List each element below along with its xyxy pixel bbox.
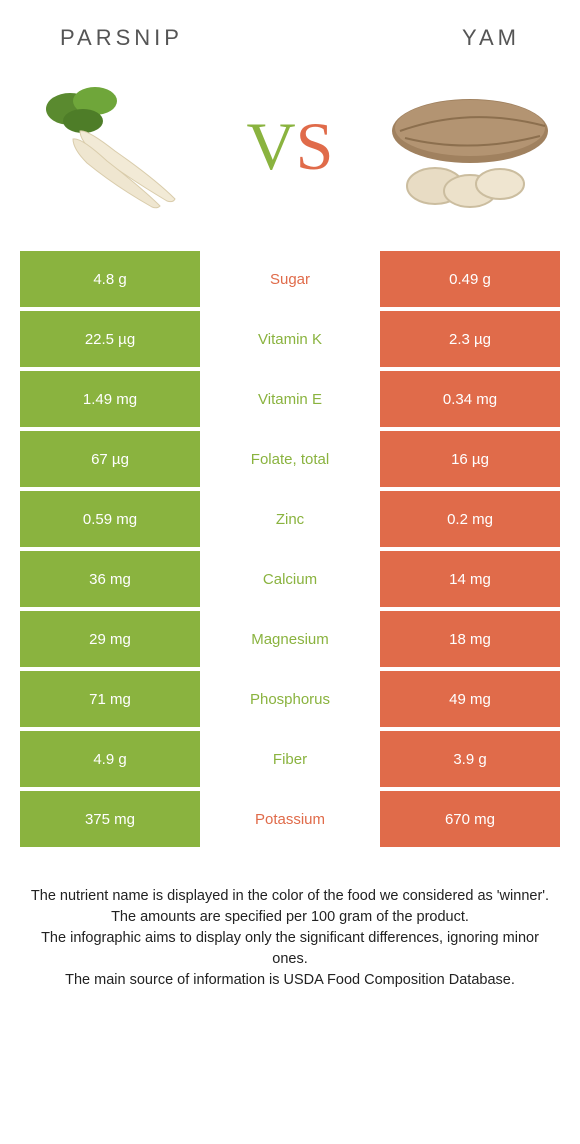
nutrient-name: Folate, total — [200, 431, 380, 487]
right-value: 0.49 g — [380, 251, 560, 307]
yam-image — [380, 76, 560, 216]
table-row: 4.9 gFiber3.9 g — [20, 731, 560, 787]
nutrient-name: Vitamin K — [200, 311, 380, 367]
nutrient-name: Sugar — [200, 251, 380, 307]
left-value: 4.9 g — [20, 731, 200, 787]
left-value: 36 mg — [20, 551, 200, 607]
vs-v: V — [247, 108, 296, 184]
right-value: 18 mg — [380, 611, 560, 667]
left-value: 375 mg — [20, 791, 200, 847]
comparison-table: 4.8 gSugar0.49 g22.5 µgVitamin K2.3 µg1.… — [0, 251, 580, 847]
vs-label: VS — [247, 107, 334, 186]
left-value: 0.59 mg — [20, 491, 200, 547]
table-row: 0.59 mgZinc0.2 mg — [20, 491, 560, 547]
footer-line: The amounts are specified per 100 gram o… — [30, 907, 550, 928]
footer-line: The nutrient name is displayed in the co… — [30, 886, 550, 907]
parsnip-image — [20, 76, 200, 216]
table-row: 4.8 gSugar0.49 g — [20, 251, 560, 307]
right-value: 14 mg — [380, 551, 560, 607]
table-row: 375 mgPotassium670 mg — [20, 791, 560, 847]
nutrient-name: Calcium — [200, 551, 380, 607]
table-row: 1.49 mgVitamin E0.34 mg — [20, 371, 560, 427]
left-value: 4.8 g — [20, 251, 200, 307]
header-left: PARSNIP — [60, 25, 183, 51]
left-value: 67 µg — [20, 431, 200, 487]
images-row: VS — [0, 61, 580, 251]
right-value: 0.2 mg — [380, 491, 560, 547]
table-row: 22.5 µgVitamin K2.3 µg — [20, 311, 560, 367]
right-value: 16 µg — [380, 431, 560, 487]
table-row: 67 µgFolate, total16 µg — [20, 431, 560, 487]
header-right: YAM — [462, 25, 520, 51]
left-value: 29 mg — [20, 611, 200, 667]
left-value: 1.49 mg — [20, 371, 200, 427]
table-row: 71 mgPhosphorus49 mg — [20, 671, 560, 727]
right-value: 3.9 g — [380, 731, 560, 787]
nutrient-name: Phosphorus — [200, 671, 380, 727]
nutrient-name: Potassium — [200, 791, 380, 847]
right-value: 2.3 µg — [380, 311, 560, 367]
nutrient-name: Magnesium — [200, 611, 380, 667]
table-row: 36 mgCalcium14 mg — [20, 551, 560, 607]
right-value: 0.34 mg — [380, 371, 560, 427]
header-row: PARSNIP YAM — [0, 0, 580, 61]
nutrient-name: Fiber — [200, 731, 380, 787]
vs-s: S — [296, 108, 334, 184]
nutrient-name: Zinc — [200, 491, 380, 547]
nutrient-name: Vitamin E — [200, 371, 380, 427]
right-value: 670 mg — [380, 791, 560, 847]
left-value: 71 mg — [20, 671, 200, 727]
table-row: 29 mgMagnesium18 mg — [20, 611, 560, 667]
footer-line: The main source of information is USDA F… — [30, 970, 550, 991]
right-value: 49 mg — [380, 671, 560, 727]
footer-notes: The nutrient name is displayed in the co… — [0, 851, 580, 1011]
left-value: 22.5 µg — [20, 311, 200, 367]
footer-line: The infographic aims to display only the… — [30, 928, 550, 970]
